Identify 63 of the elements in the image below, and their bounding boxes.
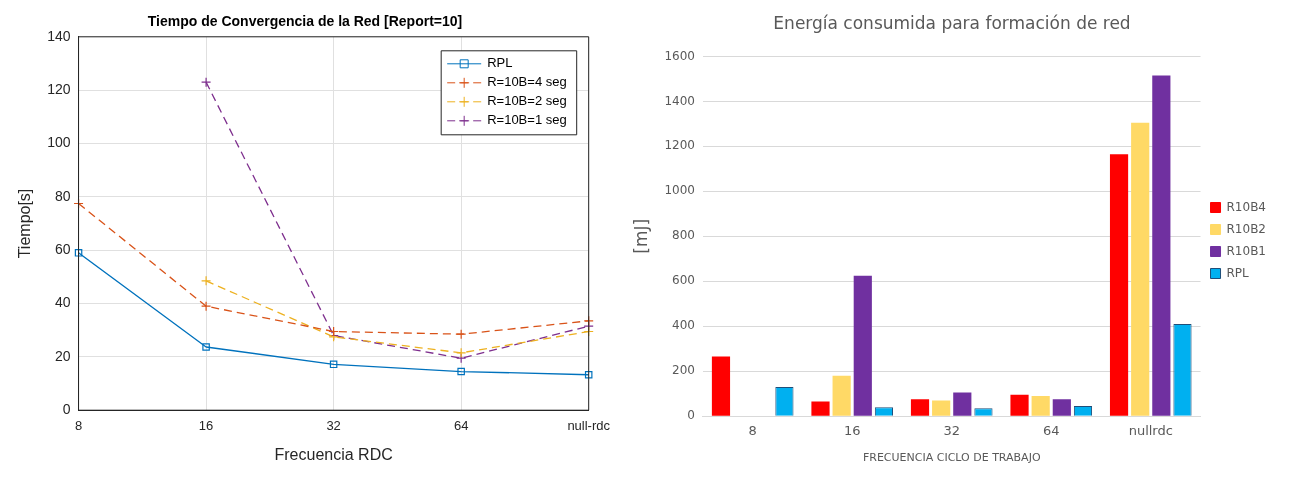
bar <box>910 399 930 416</box>
y-tick-label: 100 <box>47 134 71 151</box>
y-tick-label: 0 <box>687 408 695 423</box>
y-tick-label: 20 <box>54 347 71 364</box>
point <box>457 367 465 376</box>
x-tick-label: nullrdc <box>1128 423 1173 439</box>
bar <box>1131 122 1150 416</box>
point <box>200 301 212 312</box>
y-tick-label: 80 <box>54 187 71 204</box>
x-tick-label: 64 <box>453 417 469 433</box>
y-tick-label: 60 <box>54 241 71 258</box>
bar <box>711 356 731 416</box>
x-tick-label: 64 <box>1042 423 1060 439</box>
x-tick-label: null-rdc <box>567 417 611 433</box>
point <box>202 343 210 351</box>
legend-label: R=10B=1 seg <box>487 112 567 128</box>
y-tick-label: 1200 <box>664 138 695 153</box>
bar <box>953 392 972 416</box>
y-tick-label: 1400 <box>664 93 695 108</box>
legend-label: R10B1 <box>1226 243 1267 258</box>
y-tick-label: 600 <box>672 273 695 288</box>
y-axis-title: Tiempo[s] <box>16 188 34 259</box>
y-tick-label: 800 <box>672 228 695 243</box>
point <box>584 370 593 379</box>
y-tick-label: 0 <box>62 401 71 418</box>
y-tick-label: 200 <box>672 363 695 378</box>
bar <box>932 400 951 416</box>
bar <box>1152 75 1171 416</box>
x-tick-label: 16 <box>198 417 214 433</box>
y-tick-label: 1000 <box>664 183 695 198</box>
bar <box>853 275 872 416</box>
x-axis-title: Frecuencia RDC <box>274 445 393 463</box>
point <box>456 347 467 358</box>
y-tick-label: 400 <box>672 318 695 333</box>
x-tick-label: 32 <box>326 417 341 433</box>
x-axis-title: FRECUENCIA CICLO DE TRABAJO <box>862 451 1041 465</box>
chart-title: Energía consumida para formación de red <box>773 12 1131 33</box>
x-tick-label: 16 <box>843 423 861 439</box>
bar <box>1109 154 1129 416</box>
bar <box>811 401 830 416</box>
y-tick-label: 1600 <box>664 48 695 63</box>
y-tick-label: 120 <box>47 81 71 97</box>
legend-label: RPL <box>1226 265 1250 280</box>
legend-label: RPL <box>487 55 513 71</box>
y-tick-label: 40 <box>54 294 71 311</box>
bar <box>1031 395 1050 416</box>
bar <box>1010 394 1029 416</box>
legend-label: R=10B=4 seg <box>487 74 567 90</box>
x-tick-label: 8 <box>74 417 83 433</box>
point <box>329 360 338 369</box>
legend-label: R=10B=2 seg <box>487 93 567 109</box>
point <box>200 77 212 88</box>
point <box>74 249 83 257</box>
chart-title: Tiempo de Convergencia de la Red [Report=10] <box>147 13 463 30</box>
x-tick-label: 32 <box>943 423 961 439</box>
x-tick-label: 8 <box>748 423 757 439</box>
y-axis-title: [mJ] <box>630 218 651 254</box>
legend-label: R10B4 <box>1226 199 1267 214</box>
y-tick-label: 140 <box>47 27 71 44</box>
bar <box>1052 399 1071 416</box>
legend-label: R10B2 <box>1226 221 1267 236</box>
point <box>200 275 212 286</box>
bar <box>832 375 851 416</box>
